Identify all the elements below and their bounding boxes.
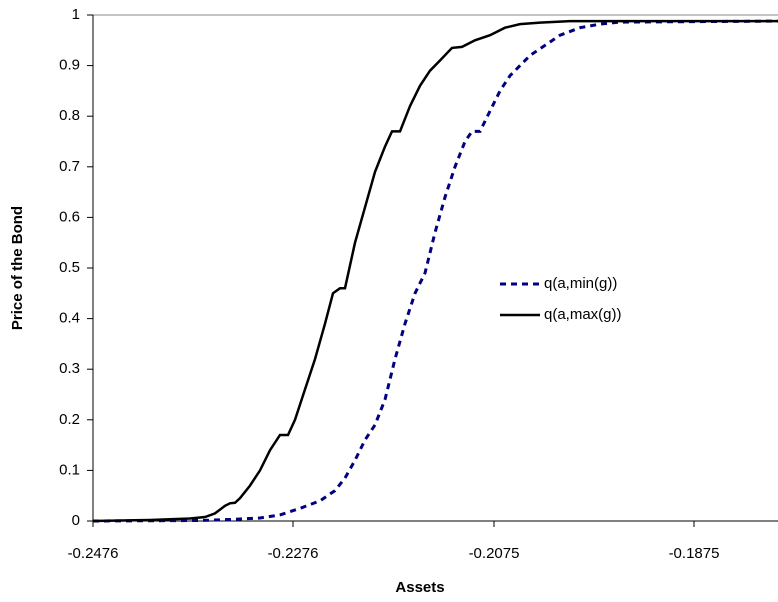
y-tick-label: 0.5 — [59, 259, 80, 276]
legend-label: q(a,max(g)) — [544, 306, 622, 323]
y-tick-label: 0.6 — [59, 208, 80, 225]
x-tick-label: -0.2075 — [469, 545, 520, 562]
series-line — [92, 19, 778, 523]
x-axis-title: Assets — [395, 579, 444, 596]
y-tick-label: 0 — [72, 512, 80, 529]
y-tick-label: 0.8 — [59, 107, 80, 124]
y-tick-label: 0.9 — [59, 57, 80, 74]
x-tick-label: -0.1875 — [669, 545, 720, 562]
y-axis-title: Price of the Bond — [9, 206, 26, 330]
series-line — [92, 19, 778, 523]
y-tick-label: 0.2 — [59, 411, 80, 428]
y-tick-label: 0.4 — [59, 310, 80, 327]
legend-label: q(a,min(g)) — [544, 275, 617, 292]
x-tick-label: -0.2476 — [68, 545, 119, 562]
y-tick-label: 1 — [72, 6, 80, 23]
y-tick-label: 0.7 — [59, 158, 80, 175]
y-tick-label: 0.1 — [59, 461, 80, 478]
y-tick-label: 0.3 — [59, 360, 80, 377]
x-tick-label: -0.2276 — [268, 545, 319, 562]
